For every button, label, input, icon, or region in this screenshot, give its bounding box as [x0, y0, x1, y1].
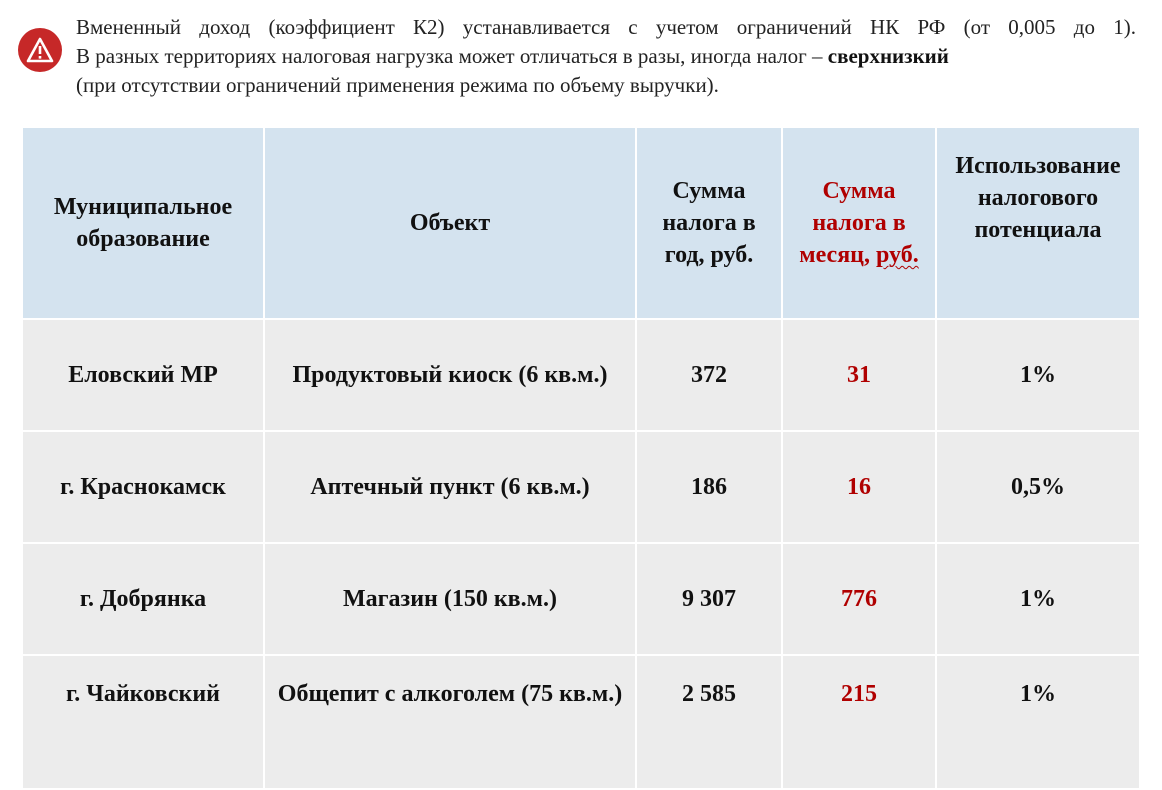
header-object: Объект	[265, 128, 635, 318]
cell-potential: 1%	[937, 656, 1139, 788]
cell-object: Аптечный пункт (6 кв.м.)	[265, 432, 635, 542]
cell-tax-year: 186	[637, 432, 781, 542]
tax-table: Муниципальное образование Объект Сумма н…	[21, 126, 1141, 790]
header-municipality: Муниципальное образование	[23, 128, 263, 318]
cell-municipality: г. Добрянка	[23, 544, 263, 654]
table-row: Еловский МР Продуктовый киоск (6 кв.м.) …	[23, 320, 1139, 430]
cell-tax-month: 16	[783, 432, 935, 542]
cell-potential: 1%	[937, 544, 1139, 654]
table-row: г. Чайковский Общепит с алкоголем (75 кв…	[23, 656, 1139, 788]
cell-object: Общепит с алкоголем (75 кв.м.)	[265, 656, 635, 788]
cell-potential: 1%	[937, 320, 1139, 430]
table-row: г. Добрянка Магазин (150 кв.м.) 9 307 77…	[23, 544, 1139, 654]
header-tax-month-unit: руб.	[876, 242, 919, 268]
cell-municipality: г. Краснокамск	[23, 432, 263, 542]
cell-object: Магазин (150 кв.м.)	[265, 544, 635, 654]
cell-tax-year: 2 585	[637, 656, 781, 788]
table-row: г. Краснокамск Аптечный пункт (6 кв.м.) …	[23, 432, 1139, 542]
cell-tax-year: 9 307	[637, 544, 781, 654]
cell-tax-month: 215	[783, 656, 935, 788]
cell-tax-year: 372	[637, 320, 781, 430]
cell-object: Продуктовый киоск (6 кв.м.)	[265, 320, 635, 430]
header-potential: Использование налогового потенциала	[937, 128, 1139, 318]
table-header-row: Муниципальное образование Объект Сумма н…	[23, 128, 1139, 318]
header-tax-month-text: Сумма налога в месяц,	[799, 178, 906, 268]
intro-line-1: Вмененный доход (коэффициент К2) устанав…	[76, 15, 1136, 39]
header-tax-month: Сумма налога в месяц, руб.	[783, 128, 935, 318]
cell-potential: 0,5%	[937, 432, 1139, 542]
cell-tax-month: 776	[783, 544, 935, 654]
intro-text: Вмененный доход (коэффициент К2) устанав…	[76, 13, 1136, 100]
intro-emphasis: сверхнизкий	[827, 44, 949, 68]
warning-triangle-icon	[18, 28, 62, 72]
intro-line-3: (при отсутствии ограничений применения р…	[76, 73, 719, 97]
cell-municipality: Еловский МР	[23, 320, 263, 430]
cell-municipality: г. Чайковский	[23, 656, 263, 788]
header-tax-year: Сумма налога в год, руб.	[637, 128, 781, 318]
intro-line-2: В разных территориях налоговая нагрузка …	[76, 42, 1136, 71]
cell-tax-month: 31	[783, 320, 935, 430]
intro-line-2-text: В разных территориях налоговая нагрузка …	[76, 44, 828, 68]
